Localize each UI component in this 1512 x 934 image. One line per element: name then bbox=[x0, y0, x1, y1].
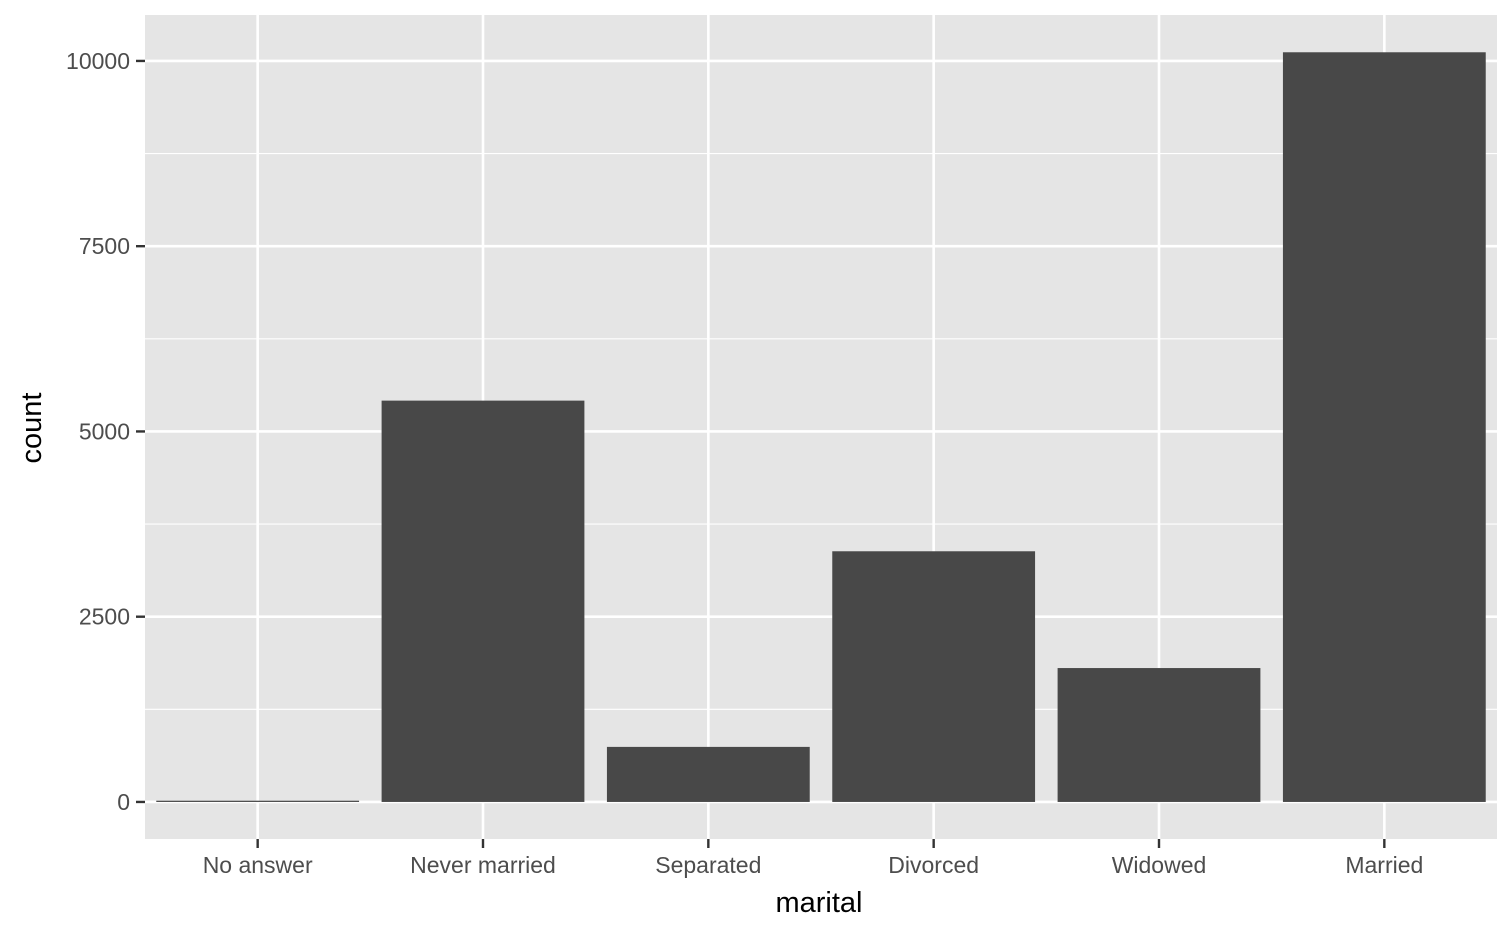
x-tick-label: Widowed bbox=[1112, 852, 1207, 878]
x-tick-label: Separated bbox=[655, 852, 761, 878]
x-tick-label: Never married bbox=[410, 852, 556, 878]
plot-panel bbox=[145, 15, 1497, 839]
y-tick-label: 0 bbox=[117, 789, 130, 815]
y-tick-label: 2500 bbox=[79, 604, 130, 630]
bar-divorced bbox=[832, 551, 1036, 802]
bar-separated bbox=[606, 746, 810, 802]
x-tick-label: Married bbox=[1345, 852, 1423, 878]
y-axis-title: count bbox=[16, 393, 48, 464]
y-tick-label: 10000 bbox=[66, 48, 130, 74]
x-tick-label: No answer bbox=[203, 852, 313, 878]
x-tick-label: Divorced bbox=[888, 852, 979, 878]
y-tick-label: 7500 bbox=[79, 233, 130, 259]
minor-gridlines bbox=[145, 152, 1497, 710]
y-tick-label: 5000 bbox=[79, 418, 130, 444]
bar-never-married bbox=[381, 400, 585, 802]
x-axis: No answer Never married Separated Divorced W… bbox=[203, 839, 1423, 878]
x-axis-title: marital bbox=[775, 887, 862, 919]
bars bbox=[156, 52, 1486, 802]
bar-widowed bbox=[1057, 668, 1261, 802]
y-axis: 0 2500 5000 7500 10000 bbox=[66, 48, 145, 815]
bar-no-answer bbox=[156, 800, 360, 802]
bar-married bbox=[1282, 52, 1486, 802]
